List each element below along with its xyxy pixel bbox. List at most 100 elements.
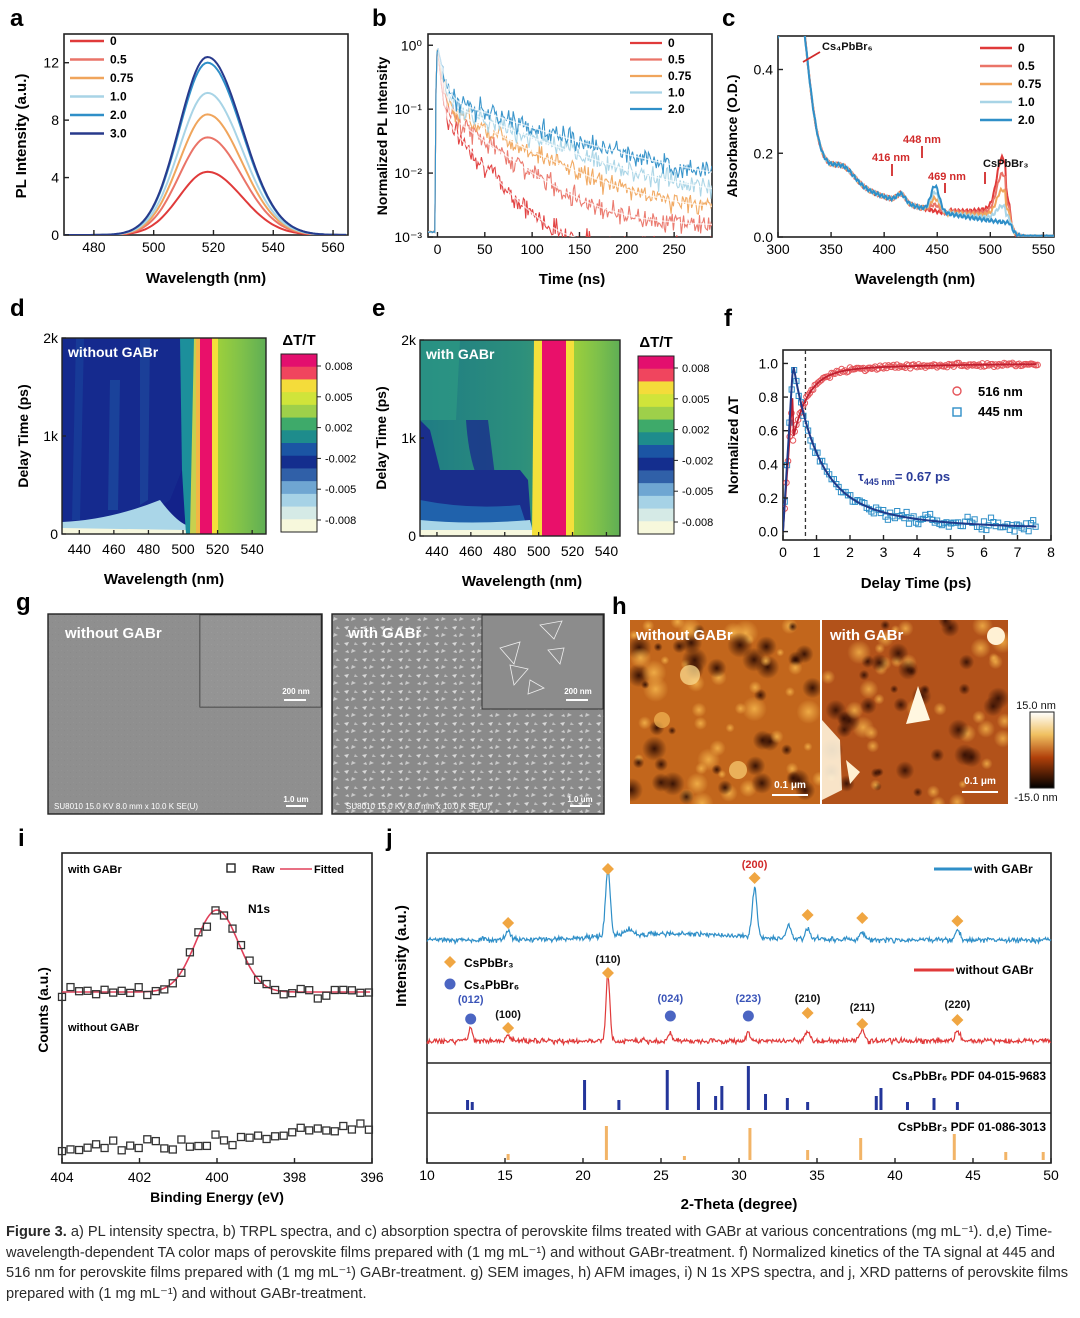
d-xtick-4: 520 [206, 541, 230, 557]
i-xlabel: Binding Energy (eV) [150, 1189, 284, 1205]
h-left-grain-49 [717, 769, 727, 779]
i-raw-with-15 [185, 948, 195, 957]
i-raw-without-27 [288, 1128, 297, 1137]
i-raw-without-12 [160, 1144, 169, 1153]
b-ytick-0: 10⁻³ [394, 229, 422, 245]
h-right-grain-20 [870, 767, 881, 779]
j-ref-cs4-bar-5 [696, 1082, 700, 1110]
c-annot-469: 469 nm [928, 171, 966, 183]
h-left-grain-56 [787, 622, 798, 632]
d-ytick-1: 1k [43, 428, 59, 444]
i-raw-without-25 [270, 1132, 280, 1141]
j-with-marker-1 [601, 863, 614, 875]
i-raw-with-20 [228, 924, 237, 933]
a-legend-0: 0 [110, 34, 117, 48]
i-raw-without-29 [305, 1126, 314, 1135]
a-series-0.75 [64, 113, 347, 235]
e-colorbar-band-9 [638, 470, 674, 484]
i-raw-without-3 [83, 1143, 92, 1152]
i-raw-without-16 [194, 1141, 203, 1151]
i-raw-without-23 [253, 1131, 263, 1140]
e-ylabel: Delay Time (ps) [373, 386, 389, 489]
j-peak-marker-8 [951, 1014, 964, 1026]
e-colorbar-band-3 [638, 394, 674, 408]
b-xtick-4: 200 [615, 241, 639, 257]
caption-figure-label: Figure 3. [6, 1224, 67, 1240]
i-raw-with-0 [57, 992, 67, 1002]
j-peak-label-1: (100) [495, 1009, 521, 1021]
i-raw-without-0 [57, 1146, 67, 1156]
d-ylabel: Delay Time (ps) [15, 384, 31, 487]
h-left-grain-68 [788, 660, 803, 676]
i-raw-with-21 [236, 940, 246, 950]
d-xtick-3: 500 [171, 541, 195, 557]
b-ytick-1: 10⁻² [394, 165, 422, 181]
h-left-grain-72 [717, 780, 733, 796]
e-colorbar-tick-3: -0.002 [682, 455, 713, 467]
f-point-516-68 [895, 364, 902, 371]
g-left-inset-scale: 200 nm [282, 687, 310, 696]
i-xtick-0: 404 [50, 1169, 74, 1185]
h-right-grain-38 [866, 739, 880, 753]
j-ref-cspb-bar-3 [748, 1128, 752, 1160]
h-left-grain-76 [641, 660, 667, 686]
c-ytick-0: 0.0 [754, 229, 774, 245]
h-right-label: with GABr [829, 627, 903, 644]
j-ref-cs4-bar-8 [746, 1066, 750, 1110]
figure-3: a b c d e f g h i j 480 500 520 540 56004812… [10, 5, 1059, 1213]
d-colorbar-band-13 [281, 519, 317, 533]
j-ref-cs4-bar-3 [617, 1100, 621, 1110]
f-ylabel: Normalized ΔT [725, 396, 741, 494]
j-ref-cs4-bar-11 [806, 1102, 810, 1110]
j-ref-cs4: Cs₄PbBr₆ PDF 04-015-9683 [892, 1069, 1046, 1083]
f-point-445-98 [1011, 528, 1018, 535]
d-colorbar-band-11 [281, 493, 317, 508]
i-xtick-2: 400 [205, 1169, 229, 1185]
j-ref-cspb: CsPbBr₃ PDF 01-086-3013 [898, 1120, 1047, 1134]
e-xlabel: Wavelength (nm) [462, 573, 582, 590]
d-colorbar-tick-5: -0.008 [325, 515, 356, 527]
j-xtick-4: 30 [731, 1167, 747, 1183]
h-right-grain-1 [873, 693, 885, 705]
i-raw-without-2 [74, 1145, 84, 1155]
i-raw-with-24 [262, 979, 271, 989]
a-legend-3: 1.0 [110, 90, 127, 104]
d-colorbar-band-8 [281, 455, 317, 469]
h-right-grain-42 [926, 785, 940, 799]
j-xtick-6: 40 [887, 1167, 903, 1183]
d-colorbar-band-9 [281, 468, 317, 482]
e-colorbar-band-7 [638, 445, 674, 459]
j-ref-cs4-bar-15 [932, 1098, 936, 1110]
h-left-grain-22 [784, 686, 795, 697]
i-raw-without-6 [109, 1136, 118, 1145]
h-right-grain-26 [958, 683, 971, 695]
d-title: without GABr [67, 344, 159, 360]
f-xtick-3: 3 [880, 544, 888, 560]
j-ref-cspb-bar-2 [682, 1156, 686, 1160]
i-raw-without-20 [228, 1140, 237, 1150]
i-raw-with-25 [270, 985, 280, 995]
i-ylabel: Counts (a.u.) [35, 967, 51, 1053]
b-xtick-2: 100 [520, 241, 544, 257]
c-legend-0: 0 [1018, 41, 1025, 55]
j-legend-cspbbr3: CsPbBr₃ [464, 956, 514, 970]
j-peak-label-7: (211) [850, 1002, 875, 1014]
b-series-0.5 [428, 51, 712, 234]
sem-image-without: without GABr 200 nm 1.0 um SU8010 15.0 K… [47, 613, 323, 815]
j-legend-cspbbr3-marker [444, 956, 456, 968]
e-colorbar-tick-5: -0.008 [682, 517, 713, 529]
h-right-grain-21 [970, 638, 991, 659]
i-raw-without-26 [279, 1131, 288, 1140]
d-colorbar-tick-2: 0.002 [325, 423, 353, 435]
j-peak-marker-1 [502, 1022, 515, 1034]
d-colorbar-band-5 [281, 417, 317, 431]
i-raw-without-36 [364, 1125, 374, 1134]
chart-a: 480 500 520 540 560 0 4 8 12 Wavelength (nm) PL … [13, 33, 349, 287]
h-right-grain-46 [880, 620, 891, 631]
f-point-445-104 [1025, 528, 1032, 535]
f-point-445-53 [905, 520, 913, 527]
c-legend-1: 0.5 [1018, 59, 1035, 73]
j-legend-cs4pbbr6-marker [444, 978, 456, 990]
f-ytick-1: 0.2 [759, 490, 779, 506]
i-legend-fit: Fitted [314, 864, 344, 876]
